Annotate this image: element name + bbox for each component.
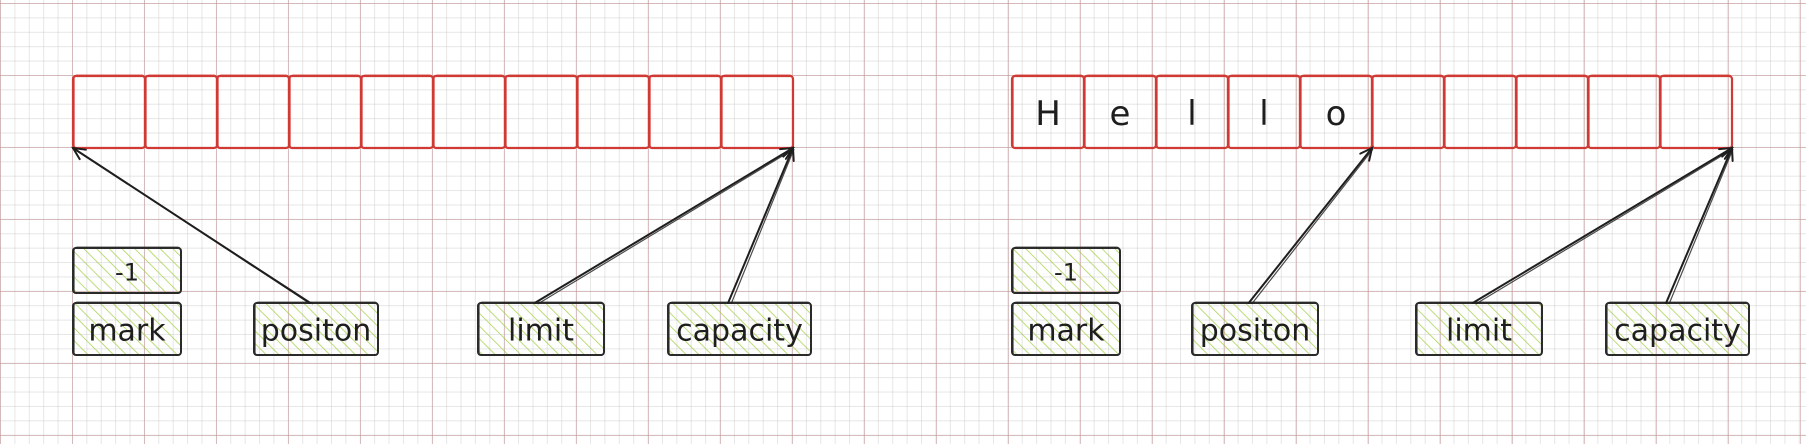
mark-label-sketch: [1012, 301, 1121, 356]
buffer-cell: [1586, 74, 1662, 150]
buffer-cell-sketch: [1444, 74, 1517, 149]
position-pointer-arrow: [1247, 146, 1374, 305]
buffer-cell-sketch: [289, 74, 362, 149]
buffer-cell: [647, 74, 723, 150]
limit-pointer-arrow: [533, 146, 795, 305]
capacity-label-sketch: [668, 301, 812, 356]
mark-value-box-sketch: [1012, 246, 1121, 294]
position-label-sketch: [254, 301, 379, 356]
buffer-cell: [1514, 74, 1590, 150]
buffer-cell-sketch: [505, 74, 578, 149]
buffer-cell: [503, 74, 579, 150]
buffer-cell: [719, 74, 795, 150]
mark-value-box-text: -1: [115, 259, 139, 287]
buffer-cell: [575, 74, 651, 150]
buffer-cell-sketch: [433, 74, 506, 149]
mark-label-text: mark: [88, 314, 166, 349]
buffer-cell: [1370, 74, 1446, 150]
buffer-cell-char: l: [1187, 94, 1196, 134]
buffer-cell-char: o: [1326, 94, 1347, 134]
position-label-text: positon: [1200, 314, 1311, 349]
buffer-cell-sketch: [721, 74, 794, 149]
mark-label-text: mark: [1027, 314, 1105, 349]
position-label-sketch: [1192, 301, 1319, 356]
capacity-label-sketch: [1606, 301, 1750, 356]
buffer-cell: [215, 74, 291, 150]
position-pointer-arrow: [71, 146, 314, 305]
panel-empty-buffer: -1 mark positon limit capacity: [71, 74, 812, 356]
buffer-cell-sketch: [73, 74, 146, 149]
buffer-cell: [143, 74, 219, 150]
limit-label-text: limit: [508, 314, 574, 349]
buffer-cell-sketch: [1588, 74, 1661, 149]
buffer-cell-char: H: [1035, 94, 1061, 134]
mark-label-sketch: [73, 301, 182, 356]
capacity-label-text: capacity: [1614, 314, 1741, 349]
buffer-cell: [359, 74, 435, 150]
buffer-cell: [1442, 74, 1518, 150]
buffer-cell-sketch: [145, 74, 218, 149]
capacity-pointer-arrow: [1665, 145, 1734, 305]
buffer-cell-sketch: [217, 74, 290, 149]
buffer-cell-char: e: [1110, 94, 1131, 134]
buffer-cell: [71, 74, 147, 150]
buffer-cell: [431, 74, 507, 150]
buffer-cell-sketch: [1660, 74, 1733, 149]
mark-value-box-text: -1: [1054, 259, 1078, 287]
buffer-cell-sketch: [1516, 74, 1589, 149]
buffer-cell: [287, 74, 363, 150]
limit-pointer-arrow: [1471, 146, 1734, 305]
position-label-text: positon: [261, 314, 372, 349]
buffer-cell-sketch: [1372, 74, 1445, 149]
capacity-label-text: capacity: [676, 314, 803, 349]
buffer-cell: [1658, 74, 1734, 150]
mark-value-box-sketch: [73, 246, 182, 294]
limit-label-text: limit: [1446, 314, 1512, 349]
buffer-cell-sketch: [649, 74, 722, 149]
buffer-cell-sketch: [577, 74, 650, 149]
buffer-cell-sketch: [361, 74, 434, 149]
buffer-cell-char: l: [1259, 94, 1268, 134]
capacity-pointer-arrow: [727, 145, 795, 305]
